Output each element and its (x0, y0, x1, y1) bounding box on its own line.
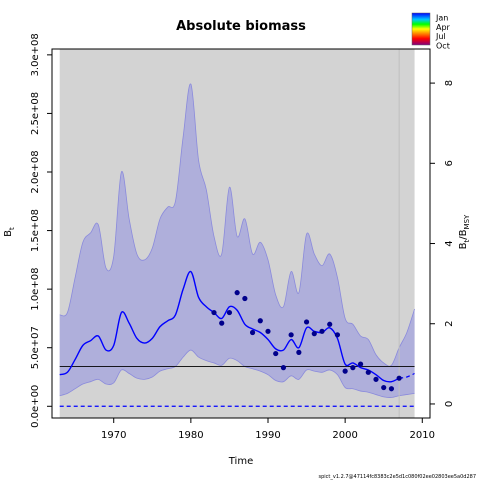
observation-point (342, 368, 348, 374)
version-footer: spict_v1.2.7@47114fc8383c2e5d1c080f02ee0… (318, 474, 476, 480)
y2-axis-label-separator: /B (458, 229, 469, 239)
confidence-band (59, 83, 415, 398)
observation-point (319, 328, 325, 334)
y-tick-label: 1.5e+08 (30, 209, 41, 252)
y2-axis-label-subscript: t (463, 239, 471, 242)
legend-item-label: Jul (435, 32, 446, 41)
x-tick-label: 2000 (332, 430, 357, 441)
y2-axis-label-subscript-msy: MSY (463, 214, 471, 229)
legend-colorbar (411, 12, 431, 46)
y-axis-title: Bt (3, 227, 16, 237)
y-tick-label: 5.0e+07 (30, 326, 41, 369)
y-tick-label: 1.0e+08 (30, 268, 41, 311)
y-axis-label-subscript: t (8, 227, 16, 230)
y2-axis-title: Bt/BMSY (458, 214, 471, 249)
observation-point (249, 329, 256, 336)
svg-text:Bt/BMSY: Bt/BMSY (458, 214, 471, 249)
legend-item-label: Oct (436, 42, 450, 51)
legend-item-label: Apr (436, 23, 451, 32)
observation-point (350, 365, 356, 371)
observation-point (327, 321, 333, 327)
svg-text:Bt: Bt (3, 227, 16, 237)
lower-ci-line (59, 349, 415, 398)
observation-point (334, 332, 341, 338)
observation-point (257, 318, 263, 324)
y-tick-label: 3.0e+08 (30, 33, 41, 76)
observation-point (211, 309, 217, 316)
x-tick-label: 1980 (178, 430, 203, 441)
y2-tick-label: 0 (444, 401, 455, 407)
y-tick-label: 2.0e+08 (30, 150, 41, 193)
chart-title: Absolute biomass (176, 19, 306, 34)
series-estimate-line (59, 270, 400, 383)
y2-tick-label: 2 (444, 321, 455, 327)
observation-point (242, 295, 248, 302)
observation-point (303, 319, 310, 325)
y-tick-label: 2.5e+08 (30, 92, 41, 135)
y2-axis-label: B (458, 242, 469, 249)
observation-point (296, 349, 302, 355)
observation-point (381, 384, 387, 391)
observation-point (357, 361, 364, 367)
legend-item-label: Jan (435, 14, 448, 23)
x-tick-label: 1970 (101, 430, 126, 441)
x-axis-label: Time (228, 456, 253, 467)
observation-point (265, 328, 271, 334)
plot-frame (51, 48, 431, 419)
y2-tick-label: 6 (444, 160, 455, 166)
observation-point (311, 331, 317, 337)
observation-point (226, 309, 233, 316)
upper-ci-line (59, 83, 415, 367)
plot-area: 1970 1980 1990 2000 2010 0.0e+00 5.0e+07 1.0e+0… (30, 33, 455, 441)
observation-point (396, 375, 402, 381)
x-tick-label: 2010 (410, 430, 435, 441)
observation-point (373, 376, 379, 382)
observation-point (288, 332, 294, 338)
observation-point (273, 350, 279, 357)
observation-point (388, 386, 395, 392)
observation-point (234, 290, 240, 296)
y-axis-label: B (3, 230, 14, 237)
observation-point (219, 320, 225, 326)
observation-point (365, 369, 371, 375)
y2-tick-label: 4 (444, 240, 455, 246)
x-tick-label: 1990 (255, 430, 280, 441)
x-axis-title: Time (228, 456, 253, 467)
observation-point (280, 365, 287, 371)
y-tick-label: 0.0e+00 (30, 385, 41, 428)
y2-tick-label: 8 (444, 80, 455, 86)
